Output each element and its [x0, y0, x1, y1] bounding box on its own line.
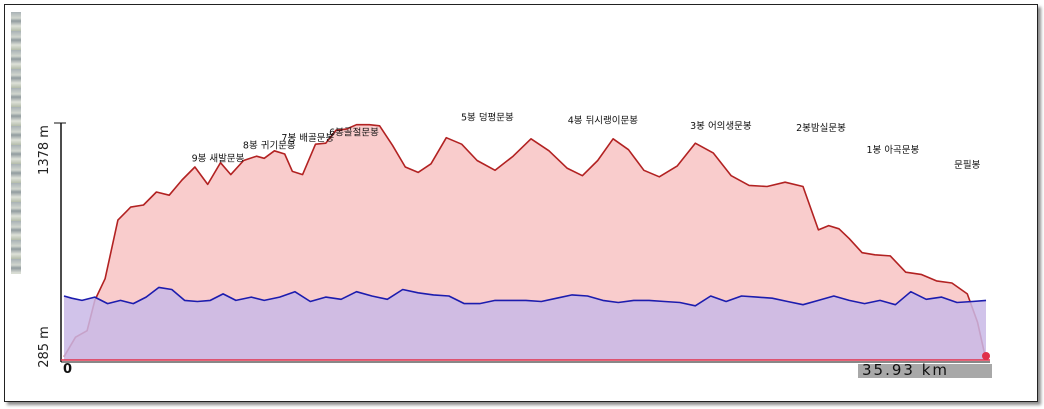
map-thumbnail-strip — [11, 12, 21, 274]
peak-label: 6봉골절문봉 — [329, 127, 379, 139]
y-max-label: 1378 m — [37, 125, 52, 175]
distance-box — [858, 364, 992, 378]
peak-label: 4봉 뒤시랭이문봉 — [568, 115, 639, 127]
peak-label: 1봉 아곡문봉 — [867, 145, 920, 156]
peak-label: 3봉 어의생문봉 — [690, 121, 752, 132]
x-start-label: 0 — [63, 362, 73, 377]
peak-label: 문필봉 — [954, 159, 980, 171]
x-end-label: 35.93 km — [862, 361, 950, 379]
peak-label: 9봉 새발문봉 — [192, 154, 245, 165]
profile-layer — [63, 123, 987, 361]
end-marker — [982, 352, 990, 360]
peak-label: 7봉 배골문봉 — [281, 133, 334, 144]
series-1-line — [63, 286, 987, 307]
peak-label: 2봉밤실문봉 — [796, 123, 846, 134]
series-1-area — [64, 287, 986, 360]
peak-label: 5봉 덩평문봉 — [461, 112, 514, 123]
y-min-label: 285 m — [37, 326, 52, 368]
peak-label: 8봉 귀기문봉 — [243, 141, 296, 152]
